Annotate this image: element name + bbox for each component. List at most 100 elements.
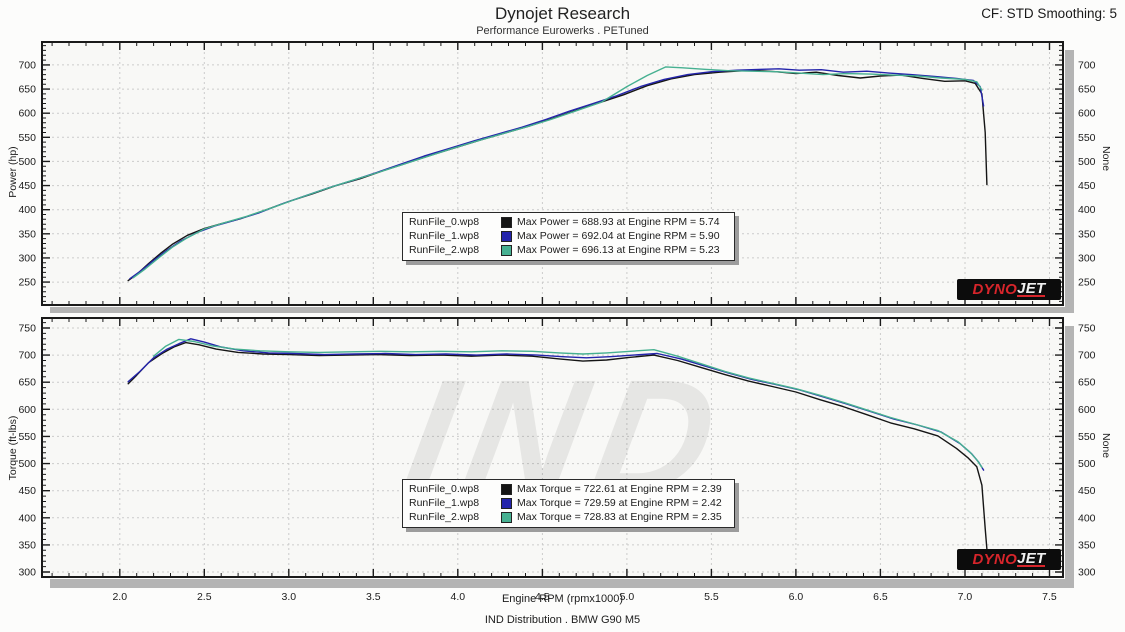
legend-max-stat: Max Power = 688.93 at Engine RPM = 5.74 <box>517 216 720 228</box>
page-subtitle: Performance Eurowerks . PETuned <box>476 25 649 37</box>
legend-max-stat: Max Power = 692.04 at Engine RPM = 5.90 <box>517 230 720 242</box>
correction-smoothing-info: CF: STD Smoothing: 5 <box>981 6 1117 21</box>
power-ytick-label: 400 <box>18 204 36 216</box>
torque-xtick-label: 4.0 <box>451 591 466 603</box>
torque-xtick-label: 5.0 <box>620 591 635 603</box>
legend-row: RunFile_0.wp8 Max Torque = 722.61 at Engi… <box>409 482 728 496</box>
power-ytick-label: 450 <box>18 180 36 192</box>
torque-ytick-label: 700 <box>18 350 36 362</box>
torque-xtick-label: 6.0 <box>789 591 804 603</box>
power-ytick-label: 550 <box>18 132 36 144</box>
torque-ytick-label-right: 500 <box>1078 458 1096 470</box>
torque-frame-shadow-right <box>1065 326 1074 588</box>
dynojet-logo-jet-text: JET <box>1017 550 1046 567</box>
torque-xtick-label: 3.0 <box>281 591 296 603</box>
power-ytick-label: 500 <box>18 156 36 168</box>
power-ytick-label-right: 550 <box>1078 132 1096 144</box>
legend-runfile-name: RunFile_0.wp8 <box>409 216 480 228</box>
power-ytick-label-right: 350 <box>1078 228 1096 240</box>
torque-ytick-label: 300 <box>18 567 36 579</box>
torque-ytick-label-right: 350 <box>1078 539 1096 551</box>
legend-row: RunFile_2.wp8 Max Power = 696.13 at Engin… <box>409 243 728 257</box>
power-ytick-label-right: 600 <box>1078 108 1096 120</box>
torque-ytick-label-right: 300 <box>1078 567 1096 579</box>
torque-right-axis-label: None <box>1100 433 1112 459</box>
torque-ytick-label: 550 <box>18 431 36 443</box>
torque-ytick-label-right: 750 <box>1078 322 1096 334</box>
torque-series-RunFile_2.wp8 <box>152 338 983 469</box>
torque-ytick-label: 400 <box>18 512 36 524</box>
legend-runfile-name: RunFile_1.wp8 <box>409 497 480 509</box>
legend-runfile-name: RunFile_1.wp8 <box>409 230 480 242</box>
legend-max-stat: Max Torque = 728.83 at Engine RPM = 2.35 <box>517 511 722 523</box>
torque-ytick-label: 600 <box>18 404 36 416</box>
page-title: Dynojet Research <box>494 4 631 23</box>
power-frame-shadow-bottom <box>50 307 1074 313</box>
footer-caption: IND Distribution . BMW G90 M5 <box>484 614 641 626</box>
torque-xtick-label: 4.5 <box>535 591 550 603</box>
power-ytick-label: 700 <box>18 59 36 71</box>
power-legend: RunFile_0.wp8 Max Power = 688.93 at Engin… <box>402 212 735 261</box>
power-series-RunFile_2.wp8 <box>132 66 983 279</box>
torque-xtick-label: 2.5 <box>197 591 212 603</box>
power-plot-area <box>42 42 1063 305</box>
torque-ytick-label-right: 450 <box>1078 485 1096 497</box>
x-axis-title: Engine RPM (rpmx1000) <box>501 593 624 605</box>
power-ytick-label-right: 450 <box>1078 180 1096 192</box>
legend-row: RunFile_2.wp8 Max Torque = 728.83 at Engi… <box>409 510 728 524</box>
power-major-ticks <box>42 42 1063 305</box>
dynojet-logo-jet-text: JET <box>1017 280 1046 297</box>
legend-color-swatch-icon <box>501 230 512 242</box>
power-ytick-label-right: 250 <box>1078 277 1096 289</box>
power-minor-ticks <box>42 42 1063 305</box>
torque-ytick-label-right: 650 <box>1078 377 1096 389</box>
torque-ytick-label: 350 <box>18 539 36 551</box>
power-frame-shadow-right <box>1065 50 1074 313</box>
torque-ytick-label: 500 <box>18 458 36 470</box>
torque-legend: RunFile_0.wp8 Max Torque = 722.61 at Engi… <box>402 479 735 528</box>
dynojet-logo-dyno-text: DYNO <box>972 551 1018 568</box>
legend-color-swatch-icon <box>501 497 512 509</box>
torque-xtick-label: 5.5 <box>704 591 719 603</box>
legend-runfile-name: RunFile_0.wp8 <box>409 483 480 495</box>
power-chart: 250 250 300 300 350 350 400 400 450 450 500 500 550 5… <box>18 41 1096 313</box>
power-ytick-label: 650 <box>18 84 36 96</box>
power-ytick-label-right: 500 <box>1078 156 1096 168</box>
torque-major-ticks <box>42 318 1063 577</box>
legend-color-swatch-icon <box>501 244 512 256</box>
legend-runfile-name: RunFile_2.wp8 <box>409 511 480 523</box>
legend-color-swatch-icon <box>501 216 512 228</box>
torque-ytick-label: 650 <box>18 377 36 389</box>
torque-ytick-label-right: 550 <box>1078 431 1096 443</box>
torque-frame-shadow-bottom <box>50 579 1074 588</box>
torque-xtick-label: 7.5 <box>1042 591 1057 603</box>
power-axis-label: Power (hp) <box>7 146 19 198</box>
power-frame <box>41 41 1064 306</box>
legend-max-stat: Max Torque = 722.61 at Engine RPM = 2.39 <box>517 483 722 495</box>
legend-runfile-name: RunFile_2.wp8 <box>409 244 480 256</box>
power-right-axis-label: None <box>1100 146 1112 172</box>
power-ytick-label-right: 300 <box>1078 252 1096 264</box>
power-ytick-label-right: 650 <box>1078 84 1096 96</box>
power-ytick-label-right: 400 <box>1078 204 1096 216</box>
legend-max-stat: Max Power = 696.13 at Engine RPM = 5.23 <box>517 244 720 256</box>
torque-ytick-label-right: 600 <box>1078 404 1096 416</box>
torque-plot-area <box>42 318 1063 577</box>
torque-xtick-label: 3.5 <box>366 591 381 603</box>
legend-max-stat: Max Torque = 729.59 at Engine RPM = 2.42 <box>517 497 722 509</box>
legend-row: RunFile_0.wp8 Max Power = 688.93 at Engin… <box>409 215 728 229</box>
dynojet-logo: DYNO JET <box>957 549 1061 570</box>
power-ytick-label: 350 <box>18 228 36 240</box>
legend-color-swatch-icon <box>501 483 512 495</box>
torque-series-RunFile_0.wp8 <box>127 341 988 550</box>
power-ytick-label: 250 <box>18 277 36 289</box>
torque-ytick-label: 450 <box>18 485 36 497</box>
power-ytick-label-right: 700 <box>1078 59 1096 71</box>
torque-xtick-label: 6.5 <box>873 591 888 603</box>
torque-ytick-label-right: 700 <box>1078 350 1096 362</box>
torque-axis-label: Torque (ft-lbs) <box>7 415 19 481</box>
torque-xtick-label: 7.0 <box>958 591 973 603</box>
legend-row: RunFile_1.wp8 Max Power = 692.04 at Engin… <box>409 229 728 243</box>
